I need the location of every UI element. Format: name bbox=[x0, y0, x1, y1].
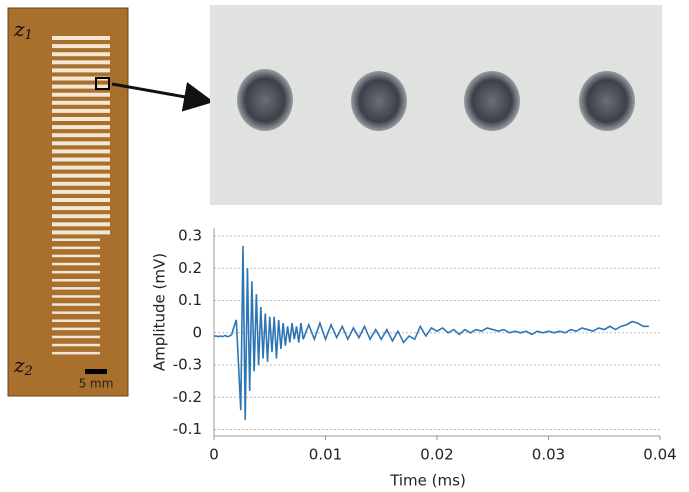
stripe bbox=[52, 351, 100, 355]
dot bbox=[351, 71, 407, 131]
dot bbox=[464, 71, 520, 131]
z2-label: z2 bbox=[13, 353, 33, 379]
stripe bbox=[52, 125, 110, 130]
stripe bbox=[52, 303, 100, 306]
stripe bbox=[52, 157, 110, 162]
scale-bar-label: 5 mm bbox=[79, 377, 114, 391]
chart-panel bbox=[140, 215, 680, 490]
stripe bbox=[52, 149, 110, 154]
stripe bbox=[52, 270, 100, 274]
stripe bbox=[52, 60, 110, 65]
z1-label: z1 bbox=[13, 17, 33, 43]
stripe bbox=[52, 238, 100, 241]
dot bbox=[579, 71, 635, 131]
stripe bbox=[52, 214, 110, 219]
stripe bbox=[52, 222, 110, 227]
x-tick-label: 0.01 bbox=[309, 446, 342, 464]
stripe bbox=[52, 92, 110, 97]
stripe bbox=[52, 279, 100, 282]
electrode-stripes bbox=[52, 36, 110, 355]
y-tick-label: 0.3 bbox=[178, 227, 202, 245]
stripe bbox=[52, 44, 110, 49]
stripe bbox=[52, 189, 110, 194]
y-tick-label: -0.3 bbox=[173, 356, 202, 374]
stripe bbox=[52, 84, 110, 89]
stripe bbox=[52, 173, 110, 178]
stripe bbox=[52, 198, 110, 202]
stripe bbox=[52, 262, 100, 266]
stripe bbox=[52, 343, 100, 347]
stripe bbox=[52, 206, 110, 211]
y-tick-label: -0.1 bbox=[173, 420, 202, 438]
stripe bbox=[52, 165, 110, 170]
x-tick-label: 0.02 bbox=[420, 446, 453, 464]
stripe bbox=[52, 52, 110, 57]
y-tick-label: 0.2 bbox=[178, 259, 202, 277]
stripe bbox=[52, 76, 110, 81]
stripe bbox=[52, 295, 100, 298]
y-tick-label: -0.2 bbox=[173, 388, 202, 406]
stripe bbox=[52, 230, 110, 235]
stripe bbox=[52, 319, 100, 322]
y-tick-label: 0.1 bbox=[178, 291, 202, 309]
x-axis-title: Time (ms) bbox=[389, 472, 466, 490]
y-axis-title: Amplitude (mV) bbox=[151, 253, 169, 371]
stripe bbox=[52, 36, 110, 40]
zoom-arrow bbox=[111, 82, 214, 112]
stripe bbox=[52, 327, 100, 331]
stripe bbox=[52, 108, 110, 113]
stripe bbox=[52, 100, 110, 105]
micrograph-dots bbox=[237, 69, 635, 131]
stripe bbox=[52, 287, 100, 290]
stripe bbox=[52, 141, 110, 146]
scale-bar bbox=[85, 369, 107, 374]
signal-line bbox=[214, 245, 649, 420]
stripe bbox=[52, 133, 110, 138]
stripe bbox=[52, 181, 110, 186]
x-tick-label: 0.03 bbox=[532, 446, 565, 464]
y-tick-label: 0 bbox=[192, 323, 202, 341]
stripe bbox=[52, 117, 110, 121]
dot bbox=[237, 69, 293, 131]
x-tick-label: 0 bbox=[209, 446, 219, 464]
stripe bbox=[52, 68, 110, 73]
x-tick-label: 0.04 bbox=[643, 446, 676, 464]
stripe bbox=[52, 246, 100, 250]
stripe bbox=[52, 254, 100, 258]
zoom-box bbox=[95, 77, 110, 90]
stripe bbox=[52, 335, 100, 339]
stripe bbox=[52, 311, 100, 314]
